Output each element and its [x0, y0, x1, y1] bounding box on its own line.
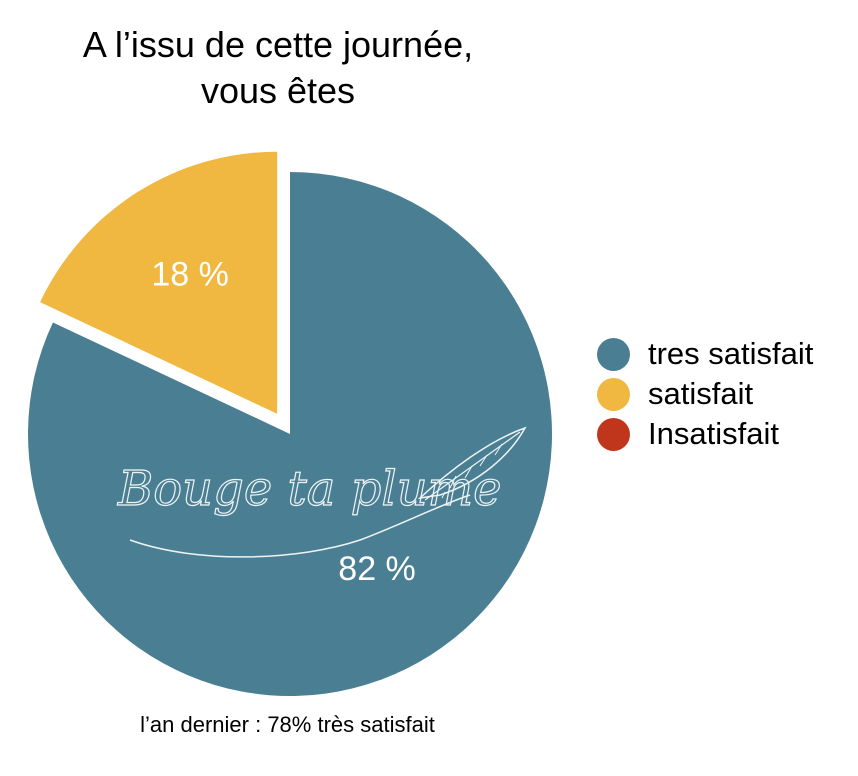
legend-item-satisfait: satisfait: [597, 374, 813, 414]
chart-title: A l’issu de cette journée, vous êtes: [0, 22, 556, 114]
legend-dot-insatisfait: [597, 417, 630, 451]
chart-title-line-1: A l’issu de cette journée,: [82, 24, 474, 65]
legend-dot-satisfait: [597, 377, 630, 411]
pie-labels: 82 % 18 %: [151, 256, 415, 589]
feather-icon: [417, 426, 527, 501]
pie-label-tres-satisfait: 82 %: [338, 550, 416, 588]
pie-label-satisfait: 18 %: [151, 256, 229, 294]
watermark-text: Bouge ta plume: [117, 461, 502, 517]
legend: tres satisfait satisfait Insatisfait: [597, 334, 813, 454]
legend-dot-tres-satisfait: [597, 337, 630, 371]
legend-item-tres-satisfait: tres satisfait: [597, 334, 813, 374]
pie-slice-satisfait: [40, 151, 278, 414]
footnote: l’an dernier : 78% très satisfait: [140, 712, 435, 737]
watermark-logo: Bouge ta plume: [116, 426, 527, 558]
legend-item-insatisfait: Insatisfait: [597, 414, 813, 454]
chart-title-line-2: vous êtes: [200, 70, 356, 111]
legend-label-tres-satisfait: tres satisfait: [648, 336, 814, 371]
pie-slices: [27, 151, 553, 697]
pie-slice-tres-satisfait: [27, 172, 553, 697]
legend-label-satisfait: satisfait: [648, 376, 754, 411]
legend-label-insatisfait: Insatisfait: [648, 416, 779, 451]
